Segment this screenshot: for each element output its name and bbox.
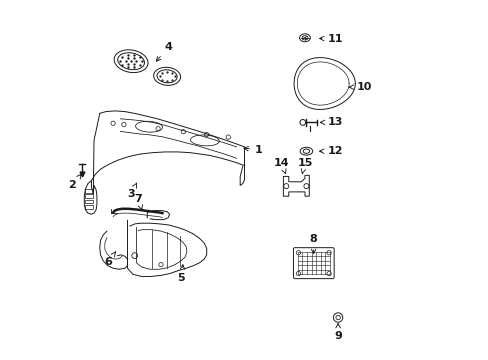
Text: 14: 14 — [273, 158, 288, 174]
Text: 11: 11 — [319, 33, 342, 44]
Bar — [85, 200, 93, 203]
Bar — [85, 194, 93, 198]
Text: 9: 9 — [333, 324, 341, 341]
Text: 6: 6 — [103, 252, 115, 267]
Text: 15: 15 — [297, 158, 312, 174]
Text: 13: 13 — [320, 117, 342, 127]
Text: 1: 1 — [244, 145, 262, 155]
Text: 5: 5 — [177, 265, 185, 283]
Text: 4: 4 — [156, 42, 172, 61]
Text: 2: 2 — [68, 174, 81, 190]
Text: 7: 7 — [134, 194, 142, 210]
Text: 3: 3 — [127, 183, 136, 199]
Text: 10: 10 — [348, 82, 371, 92]
Text: 8: 8 — [309, 234, 317, 253]
Bar — [85, 189, 93, 193]
Text: 12: 12 — [319, 146, 342, 156]
Bar — [85, 205, 93, 209]
